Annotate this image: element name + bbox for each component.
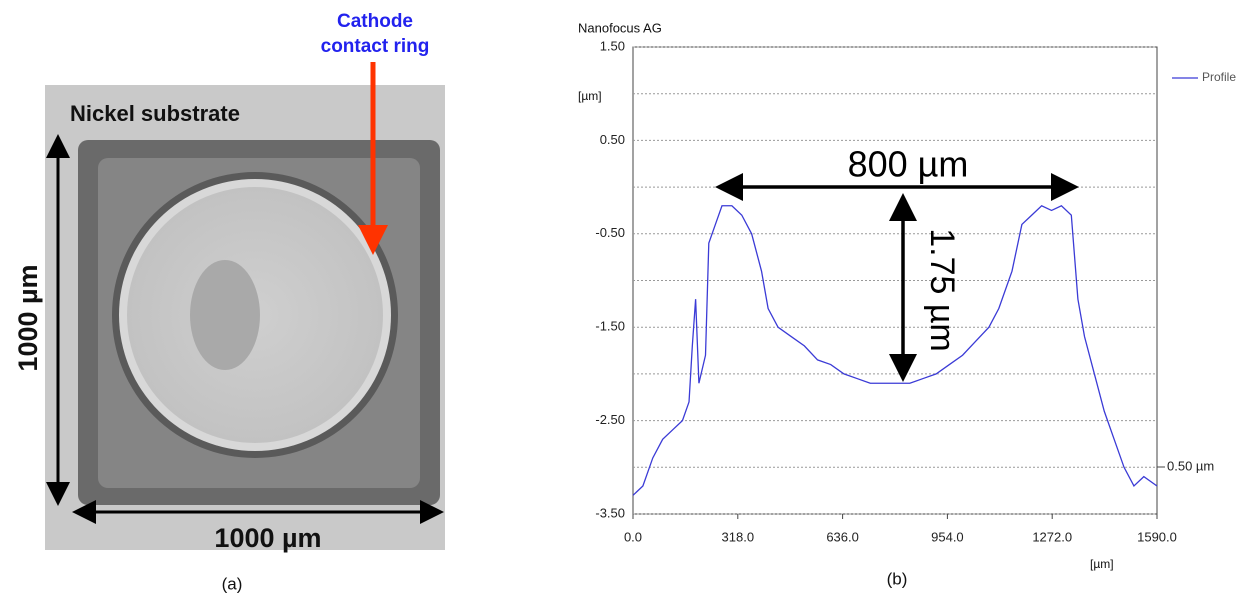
caption: (a) — [222, 574, 243, 593]
ring-label: contact ring — [321, 36, 430, 57]
ring-label: Cathode — [337, 11, 413, 32]
width-label: 1000 µm — [214, 523, 321, 553]
x-tick-label: 954.0 — [931, 529, 964, 544]
y-tick-label: -1.50 — [595, 319, 625, 334]
x-tick-label: 1272.0 — [1032, 529, 1072, 544]
substrate-label: Nickel substrate — [70, 101, 240, 126]
x-tick-label: 1590.0 — [1137, 529, 1177, 544]
profile-line — [632, 205, 1158, 496]
height-label: 1000 µm — [13, 264, 43, 371]
y-tick-label: -3.50 — [595, 505, 625, 520]
x-tick-label: 0.0 — [624, 529, 642, 544]
disk-spot — [190, 260, 260, 370]
chart-title: Nanofocus AG — [578, 20, 662, 35]
y-axis-label: [µm] — [578, 89, 602, 103]
x-tick-label: 636.0 — [826, 529, 859, 544]
y-tick-label: -0.50 — [595, 225, 625, 240]
y-tick-label: 1.50 — [600, 38, 625, 53]
scale-label: 0.50 µm — [1167, 458, 1214, 473]
span-label: 800 µm — [848, 144, 969, 185]
legend-label: Profile — [1202, 70, 1236, 84]
y-tick-label: 0.50 — [600, 132, 625, 147]
x-tick-label: 318.0 — [722, 529, 755, 544]
caption: (b) — [887, 569, 908, 588]
y-tick-label: -2.50 — [595, 412, 625, 427]
depth-label: 1.75 µm — [923, 228, 961, 352]
x-axis-label: [µm] — [1090, 557, 1114, 571]
